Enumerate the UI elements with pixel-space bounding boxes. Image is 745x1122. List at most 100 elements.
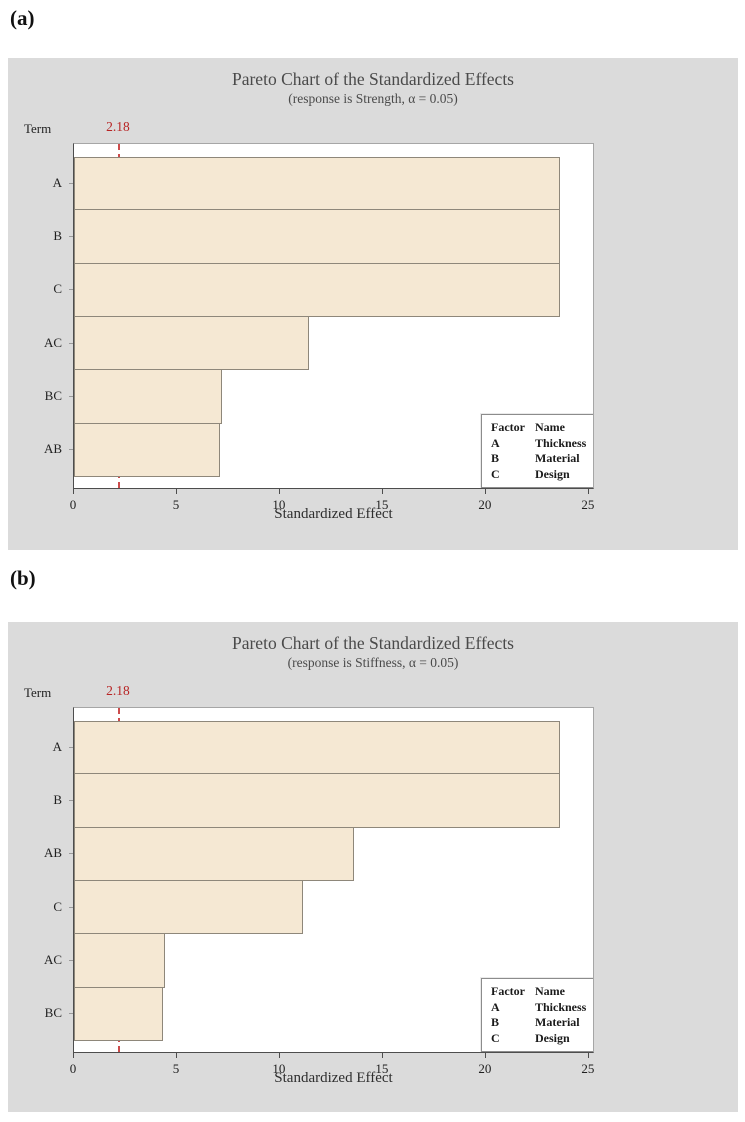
chart-subtitle: (response is Stiffness, α = 0.05) (287, 655, 459, 670)
y-tick-mark (69, 960, 73, 961)
factor-legend: Factor Name A Thickness B Material C Design (481, 414, 593, 488)
bar-AB (74, 827, 355, 881)
legend-row-A: A Thickness (491, 435, 593, 452)
x-axis-title: Standardized Effect (274, 1070, 393, 1086)
y-tick-mark (69, 449, 73, 451)
x-tick-mark (175, 489, 177, 494)
x-tick-label: 15 (375, 1061, 389, 1076)
x-tick-mark (73, 489, 74, 494)
bar-B (74, 210, 560, 264)
category-label-A: A (52, 174, 62, 190)
x-tick-label: 0 (69, 497, 77, 512)
x-tick-mark (381, 1053, 383, 1058)
pareto-chart-panel-a: Pareto Chart of the Standardized Effects… (8, 58, 738, 550)
legend-row-C: C Design (491, 466, 593, 483)
x-tick-label: 5 (172, 1061, 180, 1076)
category-label-C: C (53, 281, 62, 297)
legend-name: Thickness (535, 999, 587, 1014)
legend-factor: A (491, 999, 500, 1014)
legend-factor: Factor (491, 420, 525, 434)
x-tick-mark (175, 1053, 177, 1058)
x-tick-mark (484, 489, 486, 494)
category-label-BC: BC (44, 388, 62, 403)
x-tick-label: 25 (581, 1061, 595, 1076)
legend-name: Name (535, 984, 565, 998)
category-label-B: B (53, 792, 62, 807)
y-tick-mark (69, 800, 73, 801)
reference-line-label: 2.18 (106, 683, 130, 698)
x-tick-label: 20 (478, 1061, 492, 1076)
x-tick-mark (278, 1053, 280, 1058)
bar-C (74, 881, 303, 935)
legend-row-C: C Design (491, 1030, 593, 1047)
bar-C (74, 263, 560, 317)
y-tick-mark (69, 396, 73, 397)
y-tick-mark (69, 236, 73, 237)
legend-row-B: B Material (491, 451, 593, 467)
y-tick-mark (69, 289, 73, 291)
legend-name: Thickness (535, 435, 587, 450)
legend-name: Design (535, 1030, 570, 1045)
y-tick-mark (69, 853, 73, 855)
x-axis-title: Standardized Effect (274, 506, 393, 522)
legend-factor: C (491, 466, 500, 481)
legend-factor: B (491, 451, 500, 465)
plot-area: Factor Name A Thickness B Material C Design (73, 143, 594, 489)
legend-factor: A (491, 435, 500, 450)
legend-name: Design (535, 466, 570, 481)
bar-BC (74, 370, 223, 424)
legend-factor: Factor (491, 984, 525, 998)
x-tick-mark (278, 489, 280, 494)
legend-factor: B (491, 1015, 500, 1029)
x-tick-label: 5 (172, 497, 180, 512)
pareto-chart-panel-b: Pareto Chart of the Standardized Effects… (8, 622, 738, 1112)
legend-row-header: Factor Name (491, 420, 593, 436)
legend-name: Material (535, 1015, 580, 1029)
y-axis-title: Term (24, 685, 52, 700)
reference-line-label: 2.18 (106, 119, 130, 134)
figure-panel-label-a: (a) (10, 6, 35, 30)
x-tick-label: 0 (69, 1061, 77, 1076)
x-tick-mark (73, 1053, 74, 1058)
legend-row-A: A Thickness (491, 999, 593, 1016)
category-label-C: C (53, 898, 62, 914)
category-label-AB: AB (43, 441, 62, 457)
x-tick-mark (484, 1053, 486, 1058)
bar-B (74, 774, 560, 828)
factor-legend: Factor Name A Thickness B Material C Design (481, 978, 593, 1052)
bar-A (74, 721, 560, 775)
bar-BC (74, 987, 163, 1041)
legend-row-header: Factor Name (491, 984, 593, 1000)
plot-area: Factor Name A Thickness B Material C Design (73, 707, 594, 1053)
x-tick-mark (587, 1053, 589, 1058)
x-tick-label: 10 (272, 497, 286, 512)
x-tick-label: 20 (478, 497, 492, 512)
y-tick-mark (69, 182, 73, 184)
legend-name: Material (535, 451, 580, 465)
y-tick-mark (69, 342, 73, 344)
x-tick-mark (381, 489, 383, 494)
category-label-A: A (52, 738, 62, 754)
category-label-BC: BC (44, 1005, 62, 1021)
bar-A (74, 157, 560, 211)
category-label-AB: AB (43, 845, 62, 861)
category-label-AC: AC (43, 334, 62, 350)
legend-name: Name (535, 420, 565, 434)
chart-title: Pareto Chart of the Standardized Effects (231, 69, 514, 89)
legend-row-B: B Material (491, 1015, 593, 1031)
chart-title: Pareto Chart of the Standardized Effects (231, 633, 514, 653)
y-axis-title: Term (24, 121, 52, 136)
x-tick-label: 15 (375, 497, 389, 512)
figure-panel-label-b: (b) (10, 566, 36, 590)
x-tick-mark (587, 489, 589, 494)
y-tick-mark (69, 746, 73, 748)
bar-AC (74, 934, 165, 988)
chart-subtitle: (response is Strength, α = 0.05) (288, 91, 458, 106)
category-label-B: B (53, 228, 62, 243)
x-tick-label: 25 (581, 497, 595, 512)
y-tick-mark (69, 906, 73, 908)
x-tick-label: 10 (272, 1061, 286, 1076)
bar-AB (74, 423, 221, 477)
y-tick-mark (69, 1013, 73, 1015)
bar-AC (74, 317, 309, 371)
